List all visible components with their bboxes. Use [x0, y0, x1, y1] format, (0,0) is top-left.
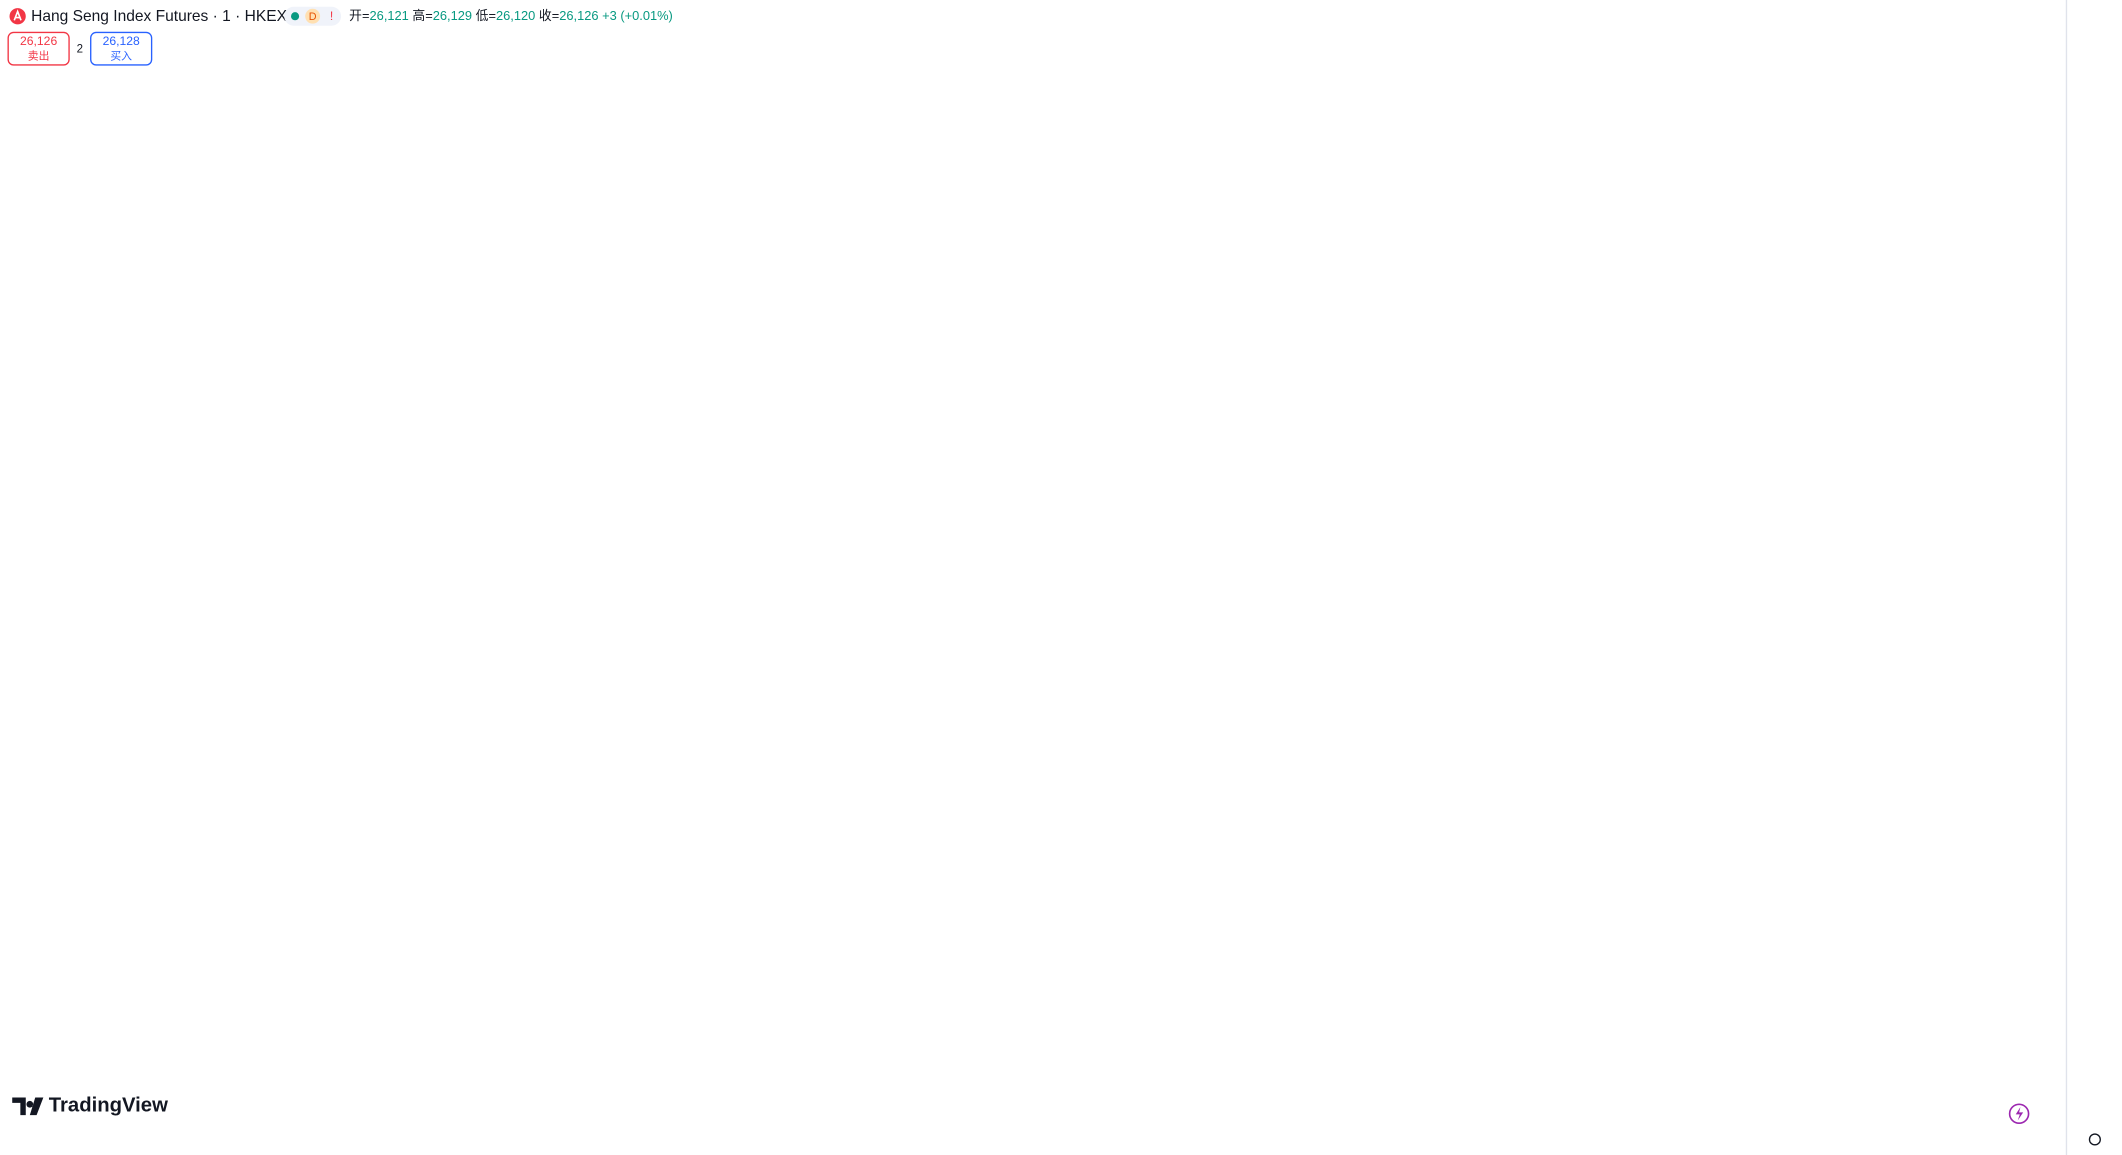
buy-label: 买入	[110, 50, 132, 63]
delay-badge-text: D	[309, 11, 317, 23]
brand-name[interactable]: TradingView	[49, 1095, 168, 1117]
sell-button[interactable]	[7, 31, 70, 66]
ohlc-label: 收=	[539, 8, 559, 23]
ohlc-change: +3 (+0.01%)	[602, 8, 673, 23]
ohlc-value: 26,126	[559, 8, 598, 23]
symbol-title[interactable]: Hang Seng Index Futures · 1 · HKEX	[31, 8, 287, 25]
settings-button[interactable]	[2088, 1133, 2101, 1146]
ohlc-value: 26,129	[433, 8, 472, 23]
ohlc-value: 26,120	[496, 8, 535, 23]
ohlc-label: 高=	[412, 8, 432, 23]
symbol-icon-glyph	[13, 9, 22, 21]
sell-price: 26,126	[20, 34, 57, 48]
buy-price: 26,128	[103, 34, 140, 48]
symbol-icon[interactable]	[9, 8, 26, 25]
ohlc-value: 26,121	[370, 8, 409, 23]
market-open-dot	[291, 12, 300, 21]
alert-badge: !	[330, 9, 333, 23]
ohlc-legend: 开=26,121 高=26,129 低=26,120 收=26,126 +3 (…	[349, 8, 673, 23]
buy-button[interactable]	[90, 31, 153, 66]
ohlc-label: 开=	[349, 8, 369, 23]
bolt-icon	[2015, 1106, 2024, 1121]
ohlc-label: 低=	[476, 8, 496, 23]
brand-logo[interactable]	[12, 1097, 44, 1116]
sell-label: 卖出	[28, 49, 50, 63]
bolt-button[interactable]	[2008, 1103, 2030, 1125]
spread: 2	[77, 43, 83, 55]
delay-badge	[305, 8, 321, 24]
